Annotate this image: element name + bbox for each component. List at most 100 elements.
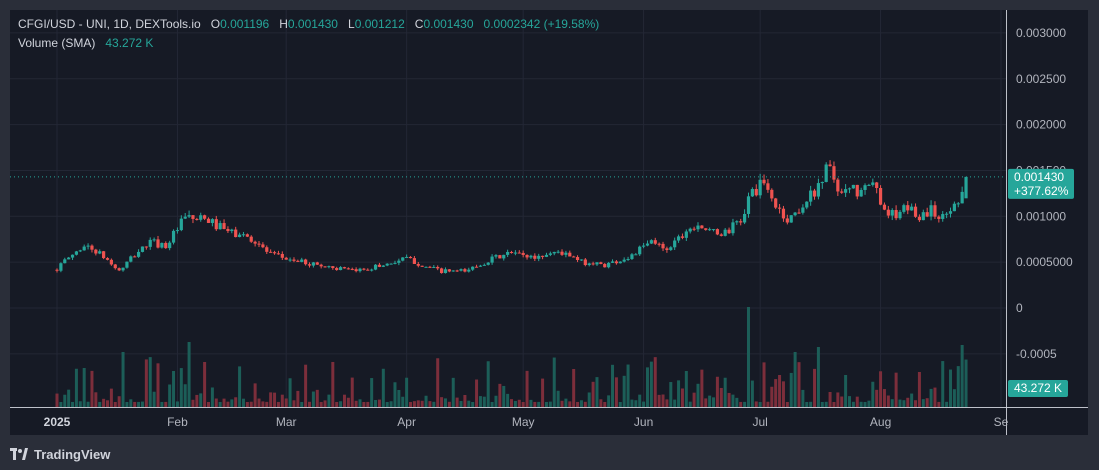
candle [447,269,451,273]
candle-body [67,257,71,260]
candle-body [408,256,413,259]
candle [603,262,607,268]
candle-body [502,254,506,259]
volume-bar [832,402,836,407]
candle [253,240,257,247]
candlestick-chart[interactable]: 0.0030000.0025000.0020000.0015000.001000… [10,10,1088,435]
candle-body [521,252,525,255]
candle-body [136,251,141,257]
candle-body [948,211,953,214]
candle-body [797,212,801,214]
candle [350,267,354,271]
volume-bar [257,398,261,407]
candle-body [816,183,821,197]
candle [890,208,894,221]
volume-bar [669,382,673,407]
candle-body [183,216,187,219]
volume-bar [241,398,245,407]
volume-bar [882,389,886,407]
candle [199,212,203,222]
candle-body [770,189,774,199]
volume-bar [766,401,770,407]
volume-bar [156,363,160,407]
volume-bar [358,399,362,407]
volume-bar [630,399,634,407]
candle [758,173,762,199]
candle [591,261,595,266]
candle [249,235,253,243]
symbol-title[interactable]: CFGI/USD - UNI, 1D, DEXTools.io [18,17,201,31]
volume-bar [894,372,898,407]
candle [373,264,378,271]
volume-bar [420,400,424,407]
candle-body [591,263,595,265]
candle-body [482,264,486,266]
volume-bar [513,400,517,407]
candle-body [840,191,844,193]
candle [708,227,712,231]
volume-bar [152,391,156,407]
candle [109,258,113,266]
candle-body [175,230,180,232]
candle [754,184,758,197]
candle-body [455,270,459,272]
candle [925,207,929,218]
candle-body [214,219,218,230]
candle-body [443,269,448,274]
candle [191,215,195,224]
low-label: L [348,17,355,31]
candle-body [964,176,968,199]
volume-label[interactable]: Volume (SMA) [18,36,96,50]
candle-body [474,266,479,268]
volume-bar [952,389,956,407]
volume-bar [74,368,78,407]
candle-body [222,223,226,229]
last-price-tag: 0.001430+377.62% [1008,168,1074,199]
candle-body [700,225,704,229]
candle [599,261,603,265]
volume-bar [781,381,785,407]
candle-body [98,251,102,254]
candle-body [156,239,160,248]
candle-body [171,230,176,243]
volume-bar [556,390,560,407]
candle [136,249,141,258]
candle-body [913,206,918,217]
chart-panel[interactable]: 0.0030000.0025000.0020000.0015000.001000… [10,10,1088,435]
volume-bar [618,401,622,407]
volume-bar [405,377,409,407]
price-axis-label: 0.002500 [1016,72,1066,86]
volume-bar [102,398,106,407]
candle [218,220,222,230]
candle [851,184,855,189]
candle-body [618,261,622,264]
volume-tag: 43.272 K [1008,380,1068,397]
candle-body [754,189,758,196]
candle-body [711,229,716,231]
volume-bar [78,401,82,407]
volume-bar [914,400,918,407]
price-axis-label: -0.0005 [1016,347,1057,361]
candle [645,240,650,247]
candle-body [758,179,762,196]
volume-bar [199,393,203,407]
volume-bar [323,400,327,407]
candle-body [649,240,653,244]
volume-bar [785,401,789,407]
volume-bar [90,370,94,407]
time-axis-label: Jul [752,415,767,429]
last-price-tag-percent: +377.62% [1014,184,1069,198]
candle-body [540,255,545,257]
candle [540,255,545,260]
candle [910,203,914,211]
candle [797,208,801,214]
candle [529,254,533,259]
volume-bar [160,401,164,407]
volume-bar [521,401,525,407]
volume-bar [544,401,548,407]
tradingview-footer[interactable]: TradingView [10,442,110,466]
candle-body [789,215,793,223]
price-axis-label: 0.002000 [1016,118,1066,132]
volume-bar [945,401,949,407]
volume-bar [478,396,482,407]
